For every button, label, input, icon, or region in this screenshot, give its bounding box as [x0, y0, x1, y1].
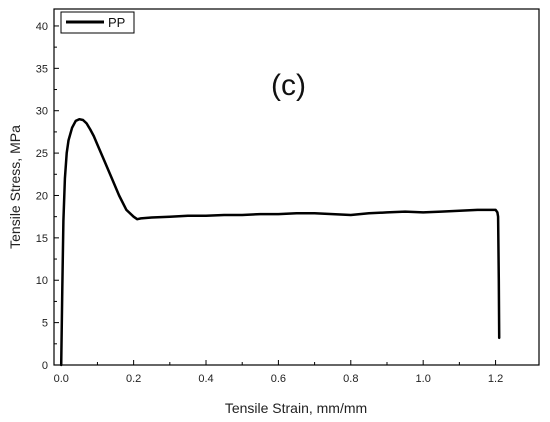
y-tick-label: 35: [36, 63, 48, 75]
y-tick-label: 10: [36, 275, 48, 287]
series-layer: [59, 117, 501, 367]
y-tick-label: 15: [36, 233, 48, 245]
x-tick-label: 0.6: [271, 373, 286, 385]
y-axis: 0 5 10 15 20 25 30 35 40: [36, 21, 59, 372]
panel-label: (c): [271, 69, 306, 102]
x-tick-label: 1.2: [488, 373, 503, 385]
legend-label-pp: PP: [108, 15, 125, 30]
x-axis-title: Tensile Strain, mm/mm: [225, 400, 367, 416]
plot-frame: [53, 8, 540, 366]
series-line-pp: [59, 117, 501, 367]
y-tick-label: 5: [42, 318, 48, 330]
x-axis: 0.0 0.2 0.4 0.6 0.8 1.0 1.2: [54, 360, 503, 385]
x-tick-label: 0.4: [198, 373, 213, 385]
y-tick-label: 20: [36, 190, 48, 202]
x-tick-label: 0.2: [126, 373, 141, 385]
y-tick-label: 25: [36, 148, 48, 160]
x-tick-label: 0.0: [54, 373, 69, 385]
y-tick-label: 30: [36, 106, 48, 118]
legend: PP: [60, 11, 135, 34]
x-tick-label: 1.0: [416, 373, 431, 385]
y-tick-label: 0: [42, 360, 48, 372]
x-tick-label: 0.8: [343, 373, 358, 385]
y-axis-title: Tensile Stress, MPa: [7, 125, 23, 249]
y-tick-label: 40: [36, 21, 48, 33]
